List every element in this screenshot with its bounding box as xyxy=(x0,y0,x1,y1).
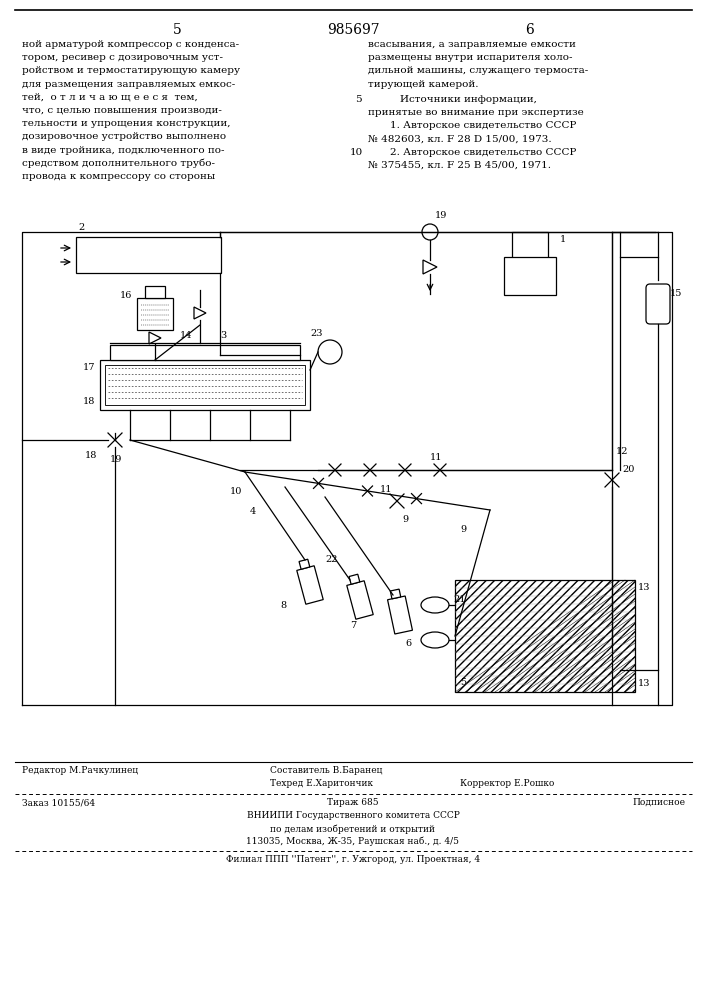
Text: 19: 19 xyxy=(435,211,448,220)
Text: 2. Авторское свидетельство СССР: 2. Авторское свидетельство СССР xyxy=(390,148,576,157)
Text: для размещения заправляемых емкос-: для размещения заправляемых емкос- xyxy=(22,80,235,89)
Text: 9: 9 xyxy=(402,514,408,524)
Text: Корректор Е.Рошко: Корректор Е.Рошко xyxy=(460,779,554,788)
Text: тором, ресивер с дозировочным уст-: тором, ресивер с дозировочным уст- xyxy=(22,53,223,62)
Text: Филиал ППП ''Патент'', г. Ужгород, ул. Проектная, 4: Филиал ППП ''Патент'', г. Ужгород, ул. П… xyxy=(226,855,480,864)
Text: 17: 17 xyxy=(83,363,95,372)
Bar xyxy=(455,580,635,692)
Text: провода к компрессору со стороны: провода к компрессору со стороны xyxy=(22,172,215,181)
Text: 23: 23 xyxy=(310,330,322,338)
Text: всасывания, а заправляемые емкости: всасывания, а заправляемые емкости xyxy=(368,40,576,49)
Polygon shape xyxy=(349,574,360,584)
Text: 11: 11 xyxy=(380,486,392,494)
Text: средством дополнительного трубо-: средством дополнительного трубо- xyxy=(22,159,215,168)
Polygon shape xyxy=(297,566,323,604)
Text: ной арматурой компрессор с конденса-: ной арматурой компрессор с конденса- xyxy=(22,40,239,49)
Text: 1: 1 xyxy=(560,235,566,244)
Text: 5: 5 xyxy=(173,23,182,37)
Text: 13: 13 xyxy=(638,584,650,592)
Text: Редактор М.Рачкулинец: Редактор М.Рачкулинец xyxy=(22,766,138,775)
Circle shape xyxy=(318,340,342,364)
Text: дозировочное устройство выполнено: дозировочное устройство выполнено xyxy=(22,132,226,141)
Text: 20: 20 xyxy=(622,466,634,475)
Text: 18: 18 xyxy=(83,397,95,406)
Polygon shape xyxy=(299,559,310,569)
Text: 11: 11 xyxy=(430,454,443,462)
Text: по делам изобретений и открытий: по делам изобретений и открытий xyxy=(271,824,436,834)
Text: Тираж 685: Тираж 685 xyxy=(327,798,379,807)
Text: принятые во внимание при экспертизе: принятые во внимание при экспертизе xyxy=(368,108,584,117)
Text: 14: 14 xyxy=(180,330,192,340)
Bar xyxy=(455,580,635,692)
Text: 10: 10 xyxy=(350,148,363,157)
Polygon shape xyxy=(390,589,401,599)
Text: Источники информации,: Источники информации, xyxy=(400,95,537,104)
Bar xyxy=(145,286,165,298)
Text: Заказ 10155/64: Заказ 10155/64 xyxy=(22,798,95,807)
Bar xyxy=(137,298,173,330)
Text: 5: 5 xyxy=(460,678,466,687)
Polygon shape xyxy=(149,332,161,344)
Ellipse shape xyxy=(421,597,449,613)
Text: 13: 13 xyxy=(638,680,650,688)
Text: 18: 18 xyxy=(85,450,97,460)
Text: 12: 12 xyxy=(616,448,629,456)
Bar xyxy=(512,232,548,260)
Text: 19: 19 xyxy=(110,456,122,464)
Text: 22: 22 xyxy=(325,556,337,564)
Text: 10: 10 xyxy=(230,488,243,496)
Text: № 482603, кл. F 28 D 15/00, 1973.: № 482603, кл. F 28 D 15/00, 1973. xyxy=(368,134,551,143)
FancyBboxPatch shape xyxy=(646,284,670,324)
Bar xyxy=(100,360,310,410)
Bar xyxy=(110,345,300,360)
Text: 1. Авторское свидетельство СССР: 1. Авторское свидетельство СССР xyxy=(390,121,576,130)
Bar xyxy=(105,365,305,405)
Text: 15: 15 xyxy=(670,288,682,298)
Text: 7: 7 xyxy=(350,620,356,630)
Text: ройством и термостатирующую камеру: ройством и термостатирующую камеру xyxy=(22,66,240,75)
Text: 4: 4 xyxy=(250,508,256,516)
Text: в виде тройника, подключенного по-: в виде тройника, подключенного по- xyxy=(22,146,225,155)
Text: размещены внутри испарителя холо-: размещены внутри испарителя холо- xyxy=(368,53,573,62)
Text: 5: 5 xyxy=(355,95,361,104)
Ellipse shape xyxy=(421,632,449,648)
Bar xyxy=(504,257,556,295)
Text: 21: 21 xyxy=(453,595,465,604)
Text: Составитель В.Баранец: Составитель В.Баранец xyxy=(270,766,382,775)
Text: тей,  о т л и ч а ю щ е е с я  тем,: тей, о т л и ч а ю щ е е с я тем, xyxy=(22,93,198,102)
Polygon shape xyxy=(423,260,437,274)
Text: 9: 9 xyxy=(460,526,466,534)
Polygon shape xyxy=(387,596,412,634)
Polygon shape xyxy=(346,581,373,619)
Circle shape xyxy=(422,224,438,240)
Polygon shape xyxy=(194,307,206,319)
Text: 113035, Москва, Ж-35, Раушская наб., д. 4/5: 113035, Москва, Ж-35, Раушская наб., д. … xyxy=(247,837,460,846)
Text: что, с целью повышения производи-: что, с целью повышения производи- xyxy=(22,106,222,115)
Text: 6: 6 xyxy=(405,639,411,648)
Text: дильной машины, служащего термоста-: дильной машины, служащего термоста- xyxy=(368,66,588,75)
Text: Подписное: Подписное xyxy=(632,798,685,807)
Text: № 375455, кл. F 25 B 45/00, 1971.: № 375455, кл. F 25 B 45/00, 1971. xyxy=(368,161,551,170)
Text: 985697: 985697 xyxy=(327,23,380,37)
Text: тирующей камерой.: тирующей камерой. xyxy=(368,80,479,89)
Text: 2: 2 xyxy=(78,223,84,232)
Text: ВНИИПИ Государственного комитета СССР: ВНИИПИ Государственного комитета СССР xyxy=(247,811,460,820)
Text: 3: 3 xyxy=(220,330,226,340)
Text: 6: 6 xyxy=(525,23,534,37)
Bar xyxy=(76,237,221,273)
Text: тельности и упрощения конструкции,: тельности и упрощения конструкции, xyxy=(22,119,230,128)
Text: 16: 16 xyxy=(120,290,132,300)
Text: Техред Е.Харитончик: Техред Е.Харитончик xyxy=(270,779,373,788)
Text: 8: 8 xyxy=(280,600,286,609)
